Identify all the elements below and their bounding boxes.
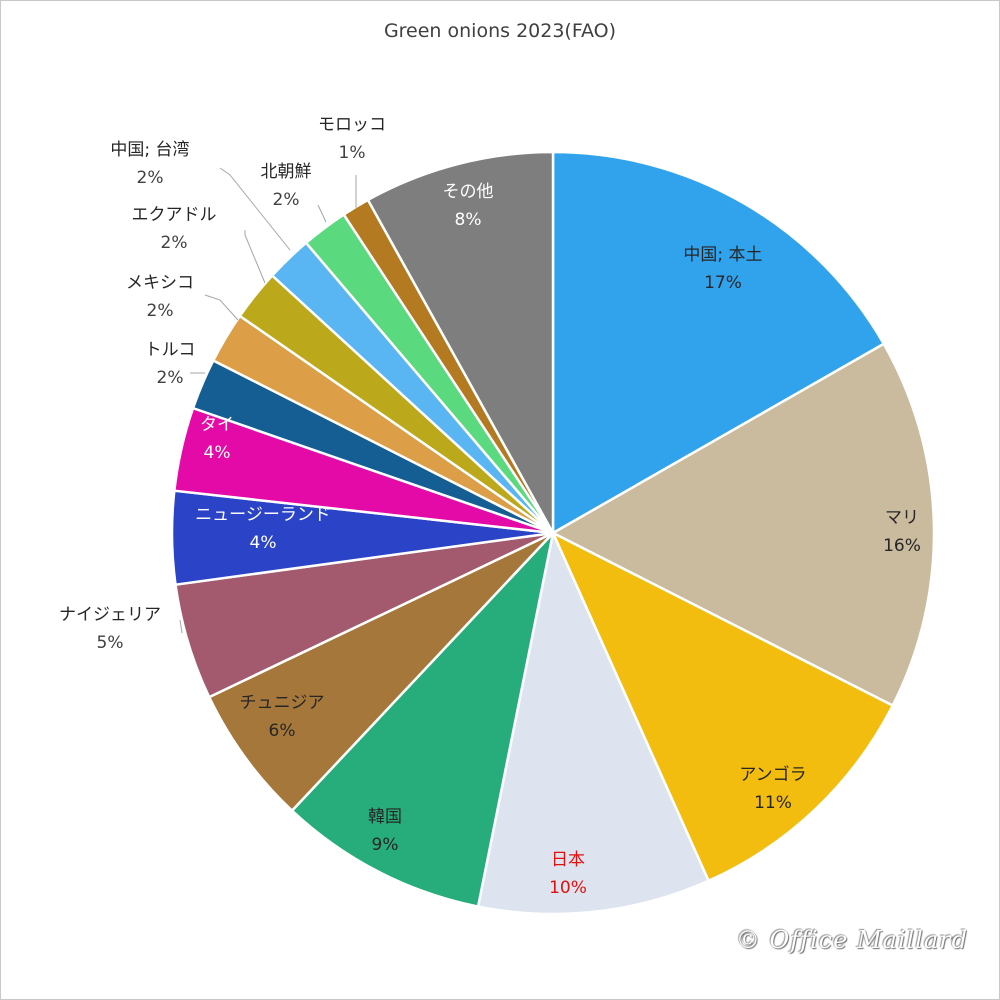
slice-3 xyxy=(476,531,710,916)
slice-7-percent-label: 4% xyxy=(250,533,277,553)
slice-8-name-label: タイ xyxy=(200,415,234,435)
slice-1-percent-label: 16% xyxy=(883,536,921,556)
slice-10-leader-line xyxy=(204,294,239,321)
copyright-watermark: © Office Maillard xyxy=(735,926,968,954)
slice-3-percent-label: 10% xyxy=(549,878,587,898)
slice-0 xyxy=(551,150,885,535)
slice-2 xyxy=(551,531,894,883)
slice-15 xyxy=(366,150,555,535)
slice-9-name-label: トルコ xyxy=(145,340,196,360)
slice-15-percent-label: 8% xyxy=(455,210,482,230)
slice-5-name-label: チュニジア xyxy=(240,693,325,713)
slice-1 xyxy=(551,342,936,707)
slice-6-leader-line xyxy=(179,619,183,634)
slice-14-name-label: モロッコ xyxy=(318,115,386,135)
slice-0-percent-label: 17% xyxy=(704,273,742,293)
slice-5 xyxy=(207,531,555,812)
slice-6-name-label: ナイジェリア xyxy=(59,605,161,625)
slice-12-name-label: 中国; 台湾 xyxy=(110,140,189,160)
slice-15-name-label: その他 xyxy=(443,182,494,202)
slice-4-name-label: 韓国 xyxy=(368,807,402,827)
slice-11-percent-label: 2% xyxy=(161,233,188,253)
slice-11-name-label: エクアドル xyxy=(132,205,217,225)
slice-9-percent-label: 2% xyxy=(157,368,184,388)
slice-13-percent-label: 2% xyxy=(273,190,300,210)
slice-8-percent-label: 4% xyxy=(204,443,231,463)
slice-13-leader-line xyxy=(317,204,327,223)
slice-2-name-label: アンゴラ xyxy=(739,764,806,785)
slice-10-percent-label: 2% xyxy=(147,301,174,321)
slice-12-percent-label: 2% xyxy=(137,168,164,188)
slice-1-name-label: マリ xyxy=(885,508,919,528)
slice-14-percent-label: 1% xyxy=(339,143,366,163)
slice-4-percent-label: 9% xyxy=(372,835,399,855)
slice-12-leader-line xyxy=(219,167,291,251)
slice-10-name-label: メキシコ xyxy=(126,273,194,293)
slice-2-percent-label: 11% xyxy=(754,793,792,813)
chart-title: Green onions 2023(FAO) xyxy=(383,20,617,42)
slice-0-name-label: 中国; 本土 xyxy=(683,245,762,265)
slice-7-name-label: ニュージーランド xyxy=(195,505,331,525)
slice-6-percent-label: 5% xyxy=(97,633,124,653)
slice-5-percent-label: 6% xyxy=(269,721,296,741)
slice-13-name-label: 北朝鮮 xyxy=(261,162,312,182)
slice-3-name-label: 日本 xyxy=(551,850,585,870)
slice-11-leader-line xyxy=(244,230,266,284)
slice-4 xyxy=(290,531,555,908)
